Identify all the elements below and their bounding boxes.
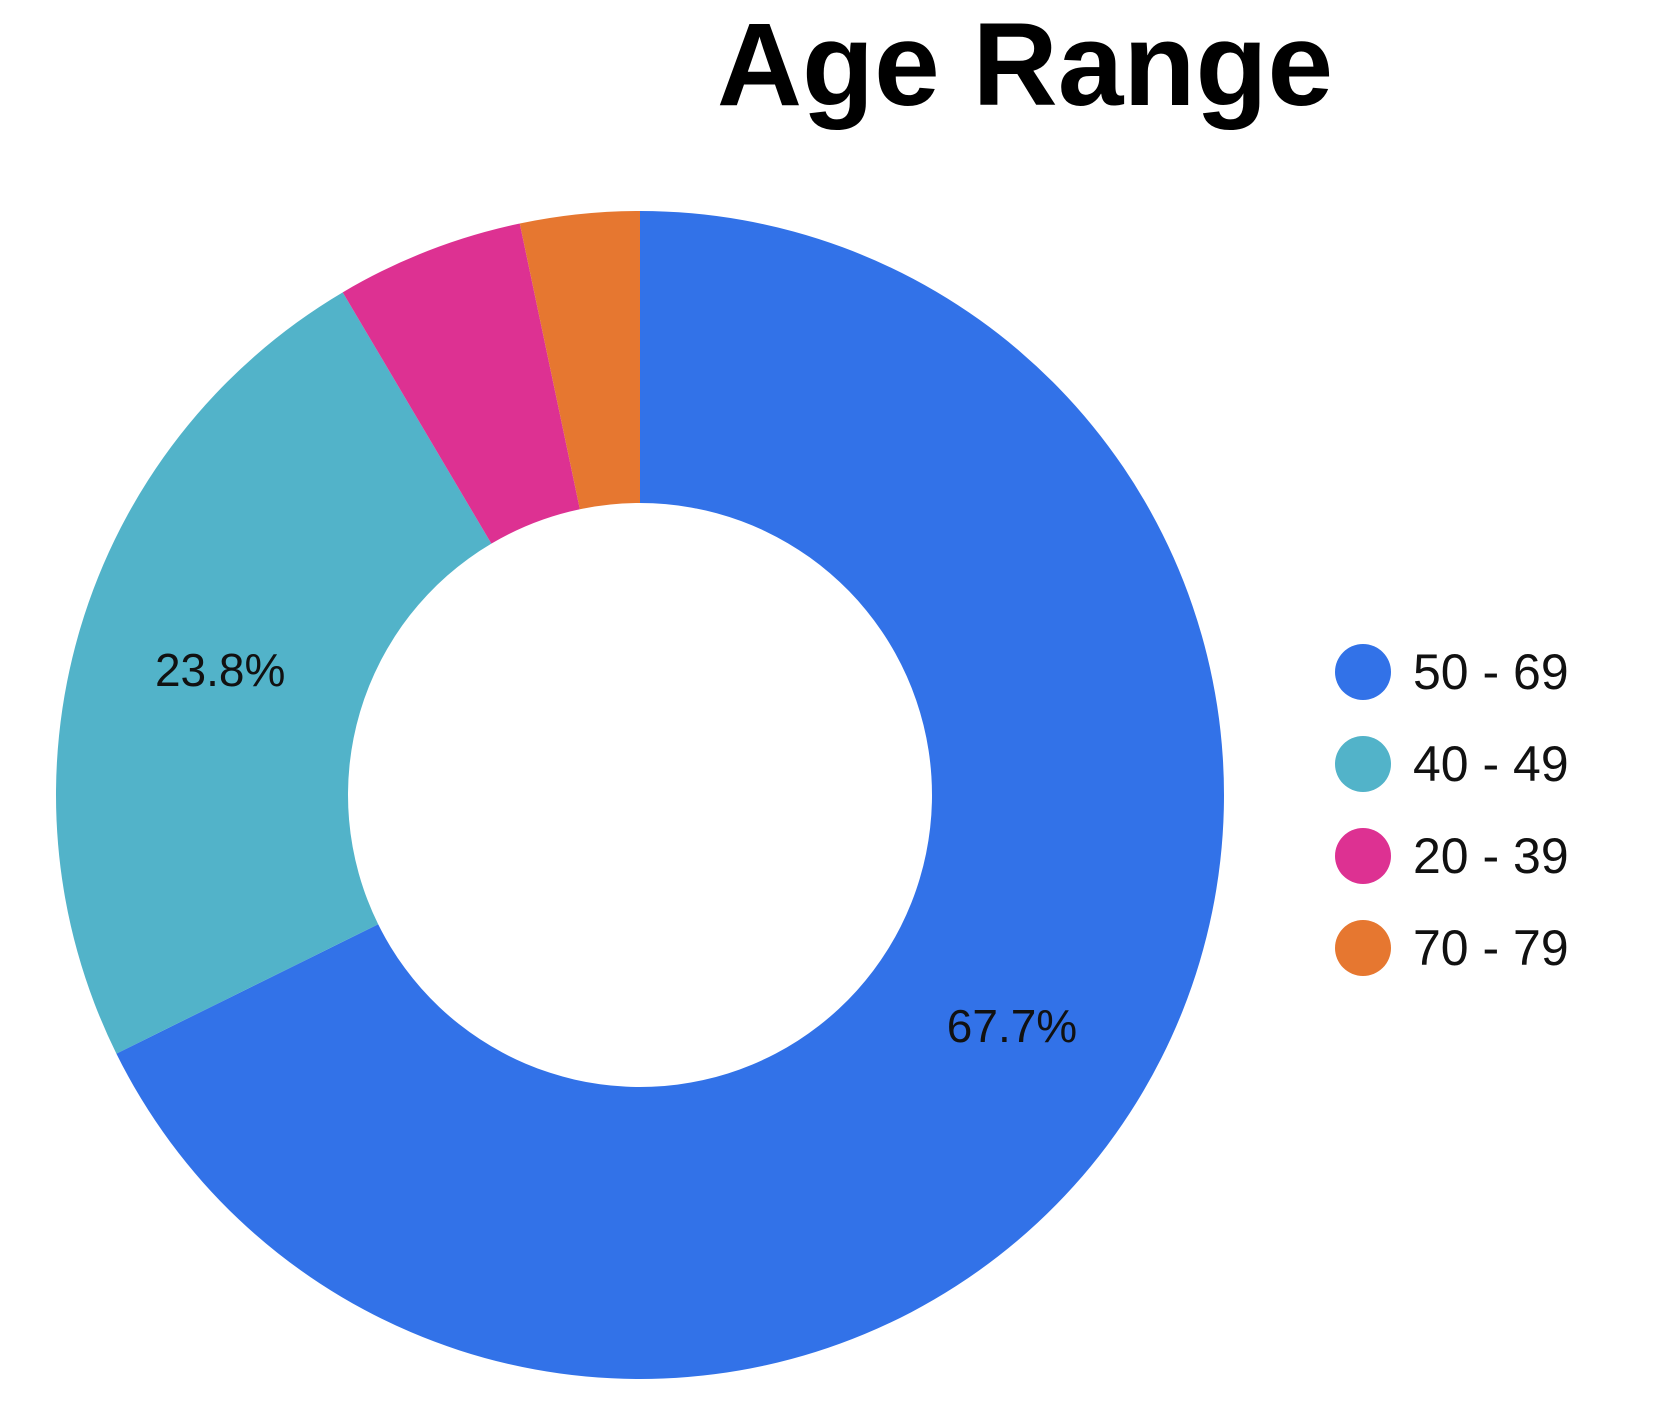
donut-slices xyxy=(56,211,1225,1379)
legend-swatch xyxy=(1335,736,1391,792)
donut-slice-50-69 xyxy=(116,211,1225,1379)
chart-title: Age Range xyxy=(716,0,1334,131)
donut-labels: 67.7% 23.8% xyxy=(155,644,1077,1052)
legend-item: 40 - 49 xyxy=(1335,718,1569,810)
donut-slice-70-79 xyxy=(519,211,640,510)
legend-label: 40 - 49 xyxy=(1413,736,1569,792)
donut-chart: 67.7% 23.8% xyxy=(56,211,1225,1379)
legend-label: 70 - 79 xyxy=(1413,920,1569,976)
legend-label: 20 - 39 xyxy=(1413,828,1569,884)
legend-swatch xyxy=(1335,828,1391,884)
legend-item: 20 - 39 xyxy=(1335,810,1569,902)
legend-item: 70 - 79 xyxy=(1335,902,1569,994)
legend: 50 - 69 40 - 49 20 - 39 70 - 79 xyxy=(1335,626,1569,994)
legend-item: 50 - 69 xyxy=(1335,626,1569,718)
legend-label: 50 - 69 xyxy=(1413,644,1569,700)
donut-slice-20-39 xyxy=(342,223,580,544)
legend-swatch xyxy=(1335,644,1391,700)
slice-value-label: 67.7% xyxy=(947,1000,1077,1052)
donut-slice-40-49 xyxy=(56,292,492,1054)
legend-swatch xyxy=(1335,920,1391,976)
slice-value-label: 23.8% xyxy=(155,644,285,696)
